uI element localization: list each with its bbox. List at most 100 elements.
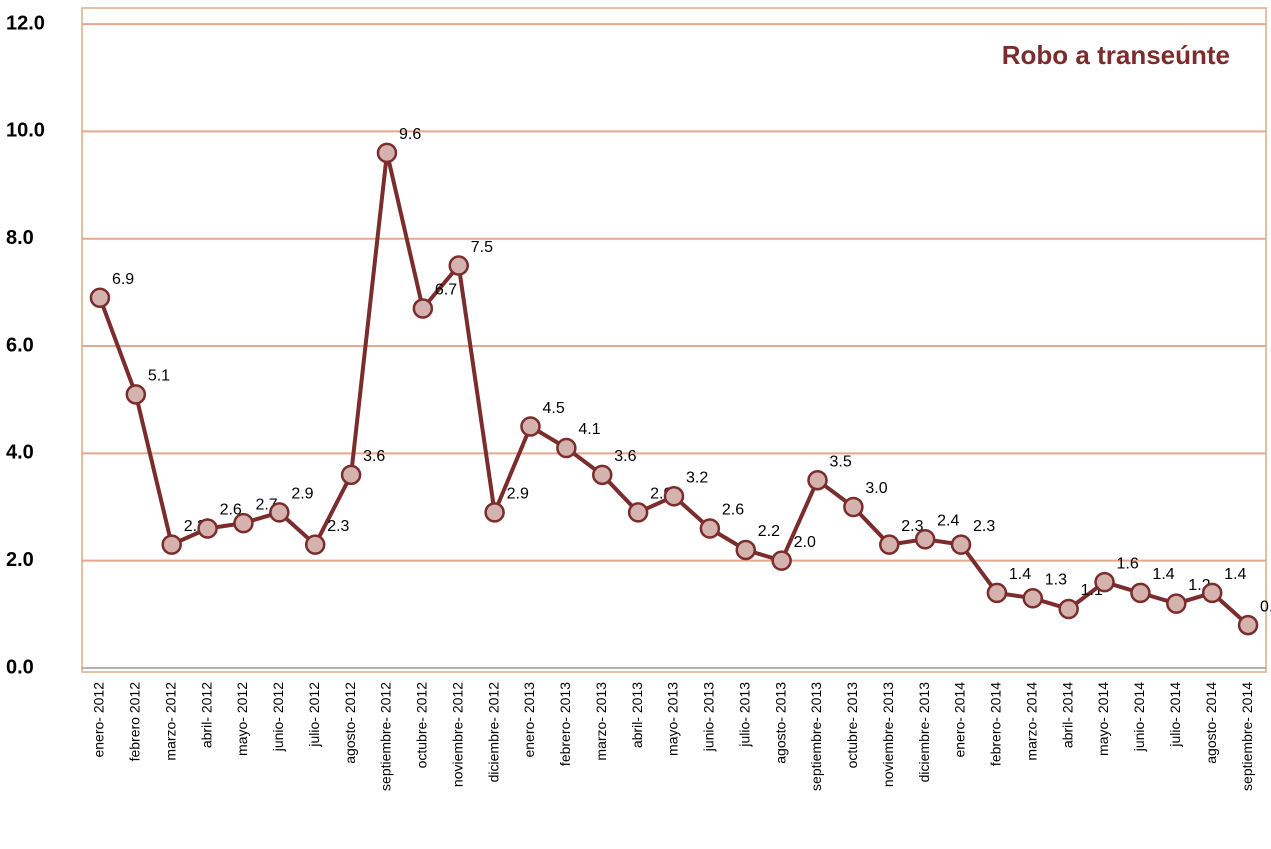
x-tick-label: octubre- 2012 [414,682,430,769]
y-tick-label: 4.0 [6,442,34,464]
data-point [807,469,828,491]
data-label: 2.3 [327,518,349,535]
data-label: 6.9 [112,271,134,288]
data-label: 3.6 [614,448,636,465]
data-point [269,502,290,523]
data-point [484,502,505,523]
y-tick-label: 2.0 [6,549,34,571]
data-label: 9.6 [399,126,421,143]
data-point [125,384,147,405]
data-label: 6.7 [435,282,457,299]
data-label: 4.5 [542,400,564,417]
data-point [304,534,326,555]
data-point [448,255,469,276]
data-label: 1.4 [1152,566,1174,583]
data-label: 2.4 [937,512,959,529]
data-point [879,534,900,555]
data-point [1166,593,1187,614]
data-point [376,142,398,164]
data-label: 2.3 [901,518,923,535]
x-tick-label: febrero 2012 [127,682,143,762]
data-label: 3.5 [830,453,852,470]
plot-border [81,7,1267,673]
data-point [950,534,972,555]
data-point [520,416,541,437]
x-tick-label: enero- 2014 [952,682,968,758]
x-tick-label: febrero- 2014 [988,682,1004,766]
data-point [233,512,254,534]
data-label: 3.0 [865,480,887,497]
data-point [986,582,1008,604]
x-tick-label: marzo- 2014 [1023,682,1039,761]
data-point [340,464,362,486]
data-point [197,518,218,539]
x-tick-label: septiembre- 2012 [378,682,394,791]
x-tick-label: agosto- 2014 [1203,682,1219,764]
series-line [98,150,1250,627]
y-tick-label: 8.0 [6,227,34,249]
x-tick-label: abril- 2014 [1059,682,1075,748]
data-point [771,550,792,571]
data-label: 2.6 [220,502,242,519]
y-tick-label: 0.0 [6,656,34,678]
data-label: 5.1 [148,368,170,385]
x-tick-label: enero- 2013 [521,682,537,758]
y-tick-label: 6.0 [6,334,34,356]
x-tick-label: mayo- 2014 [1095,682,1111,756]
x-tick-label: junio- 2012 [270,682,286,752]
data-label: 2.0 [794,534,816,551]
data-point [1022,587,1044,609]
data-point [556,437,577,459]
x-tick-label: enero- 2012 [91,682,107,758]
x-tick-label: septiembre- 2014 [1239,682,1255,791]
x-tick-label: julio- 2014 [1167,682,1183,748]
chart-title: Robo a transeúnte [1002,40,1230,70]
data-point [412,298,434,319]
data-label: 7.5 [471,239,493,256]
x-tick-label: junio- 2014 [1131,682,1147,752]
x-tick-label: septiembre- 2013 [808,682,824,791]
x-tick-label: julio- 2012 [306,682,322,748]
x-tick-label: marzo- 2013 [593,682,609,761]
x-tick-label: mayo- 2012 [234,682,250,756]
data-label: 4.1 [578,421,600,438]
data-point [591,464,613,486]
y-tick-label: 10.0 [6,120,45,142]
data-point [663,486,685,507]
x-tick-label: junio- 2013 [701,682,717,752]
data-point [1094,571,1115,593]
x-tick-label: febrero- 2013 [557,682,573,766]
x-tick-label: diciembre- 2013 [916,682,932,783]
data-point [161,534,182,555]
data-label: 1.3 [1045,571,1067,588]
data-label: 2.9 [507,486,529,503]
y-tick-label: 12.0 [6,12,45,34]
data-point [89,287,111,309]
data-label: 3.2 [686,470,708,487]
x-tick-label: julio- 2013 [736,682,752,748]
data-label: 1.6 [1117,555,1139,572]
data-label: 2.6 [722,502,744,519]
x-tick-label: abril- 2013 [629,682,645,748]
data-point [1130,582,1151,604]
data-label: 3.6 [363,448,385,465]
data-point [1201,582,1223,604]
x-tick-label: noviembre- 2013 [880,682,896,787]
data-point [1237,614,1259,636]
x-tick-label: marzo- 2012 [162,682,178,761]
x-tick-label: noviembre- 2012 [449,682,465,787]
data-label: 0.8 [1260,598,1271,615]
data-point [735,539,757,561]
data-label: 2.3 [973,518,995,535]
x-tick-label: agosto- 2012 [342,682,358,764]
data-point [699,518,721,539]
data-point [627,502,649,523]
data-point [843,496,864,518]
x-tick-label: agosto- 2013 [772,682,788,764]
data-label: 2.9 [291,486,313,503]
x-tick-label: mayo- 2013 [665,682,681,756]
data-point [914,528,936,550]
data-label: 1.4 [1224,566,1246,583]
x-tick-label: abril- 2012 [198,682,214,748]
